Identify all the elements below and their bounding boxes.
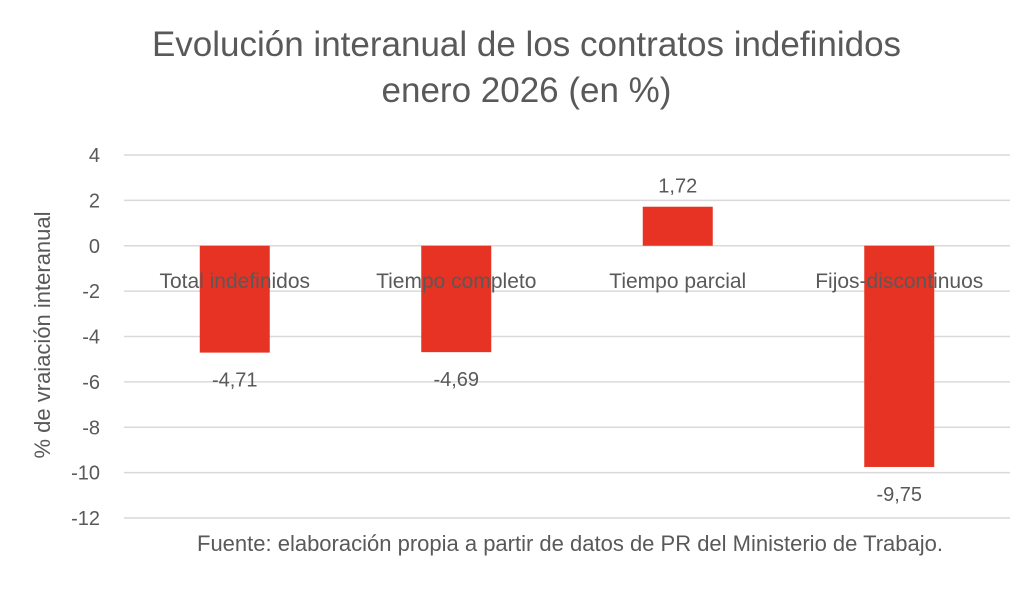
gridlines	[124, 154, 1010, 519]
y-axis-label: % de vraiación interanual	[30, 211, 55, 458]
data-labels: -4,71 -4,69 1,72 -9,75	[212, 176, 922, 506]
bar	[642, 206, 713, 246]
bar	[421, 245, 492, 353]
chart-title-line-2: enero 2026 (en %)	[381, 71, 672, 110]
y-tick-label: 0	[89, 236, 100, 258]
bars	[199, 206, 935, 467]
data-label: 1,72	[658, 176, 697, 198]
bar	[199, 245, 270, 353]
category-label: Tiempo completo	[376, 270, 536, 293]
source-note: Fuente: elaboración propia a partir de d…	[197, 531, 943, 556]
category-label: Fijos-discontinuos	[815, 270, 983, 293]
bar	[864, 245, 935, 467]
data-label: -9,75	[876, 484, 922, 506]
y-tick-label: -10	[71, 463, 100, 485]
y-tick-label: 4	[89, 145, 100, 167]
category-labels: Total indefinidos Tiempo completo Tiempo p…	[159, 270, 983, 293]
category-label: Total indefinidos	[159, 270, 310, 293]
y-tick-label: -2	[82, 281, 100, 303]
y-tick-label: -8	[82, 417, 100, 439]
chart-title: Evolución interanual de los contratos in…	[0, 22, 1033, 114]
y-tick-labels: 4 2 0 -2 -4 -6 -8 -10 -12	[71, 145, 100, 530]
data-label: -4,69	[433, 369, 479, 391]
category-label: Tiempo parcial	[609, 270, 746, 293]
chart-title-line-1: Evolución interanual de los contratos in…	[151, 25, 902, 64]
y-tick-label: 2	[89, 190, 100, 212]
y-tick-label: -4	[82, 327, 100, 349]
y-tick-label: -12	[71, 508, 100, 530]
data-label: -4,71	[212, 370, 258, 392]
y-tick-label: -6	[82, 372, 100, 394]
